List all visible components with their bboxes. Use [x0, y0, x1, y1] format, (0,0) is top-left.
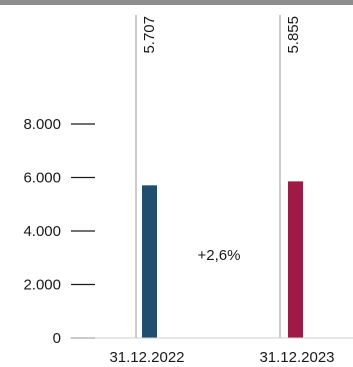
bar [288, 181, 303, 338]
bar [142, 185, 157, 338]
bar-value-label: 5.855 [285, 16, 302, 54]
y-tick-label: 0 [53, 330, 61, 347]
top-rule [0, 0, 353, 5]
y-tick-label: 8.000 [23, 116, 61, 133]
bars: 5.707 5.855 [135, 15, 303, 338]
bar-value-label: 5.707 [141, 16, 158, 54]
x-category-label: 31.12.2023 [259, 349, 334, 366]
y-tick-label: 4.000 [23, 223, 61, 240]
change-annotation: +2,6% [198, 247, 241, 264]
x-category-label: 31.12.2022 [109, 349, 184, 366]
y-tick-label: 6.000 [23, 170, 61, 187]
x-axis: 31.12.2022 31.12.2023 [109, 349, 334, 366]
y-tick-label: 2.000 [23, 277, 61, 294]
y-axis: 0 2.000 4.000 6.000 8.000 [23, 116, 95, 347]
